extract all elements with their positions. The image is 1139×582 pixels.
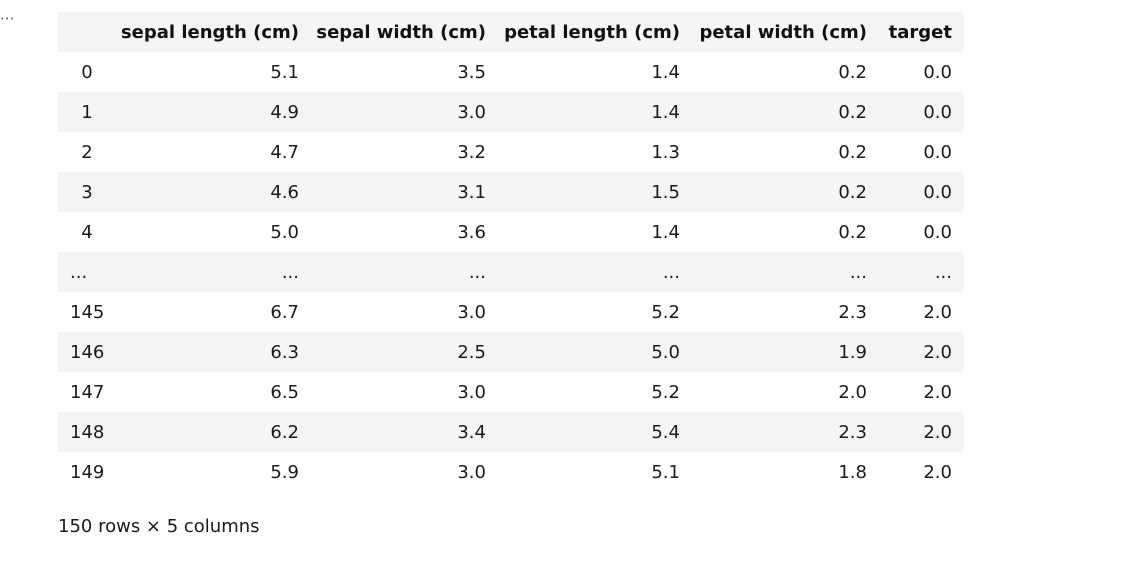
table-row: 145 6.7 3.0 5.2 2.3 2.0 (58, 292, 964, 332)
table-cell: 3.0 (457, 461, 486, 483)
row-index: 1 (81, 101, 93, 123)
table-cell: ... (849, 261, 867, 283)
table-cell: 3.0 (457, 381, 486, 403)
row-index: ... (70, 261, 88, 283)
table-cell: 6.3 (270, 341, 299, 363)
dataframe-shape-summary: 150 rows × 5 columns (58, 516, 260, 537)
table-cell: 0.0 (923, 181, 952, 203)
table-cell: 6.7 (270, 301, 299, 323)
table-cell: 1.4 (651, 101, 680, 123)
table-cell: 4.6 (270, 181, 299, 203)
table-cell: 0.2 (838, 101, 867, 123)
table-cell: 1.5 (651, 181, 680, 203)
index-header (58, 12, 116, 52)
table-cell: 5.0 (651, 341, 680, 363)
table-cell: 5.9 (270, 461, 299, 483)
row-index: 3 (81, 181, 93, 203)
table-cell: 1.4 (651, 61, 680, 83)
table-row: 2 4.7 3.2 1.3 0.2 0.0 (58, 132, 964, 172)
table-row: 4 5.0 3.6 1.4 0.2 0.0 (58, 212, 964, 252)
table-cell: 0.0 (923, 221, 952, 243)
column-header-petal-width: petal width (cm) (699, 21, 867, 43)
table-cell: 5.2 (651, 301, 680, 323)
table-row: 149 5.9 3.0 5.1 1.8 2.0 (58, 452, 964, 492)
table-row: 146 6.3 2.5 5.0 1.9 2.0 (58, 332, 964, 372)
table-cell: 0.0 (923, 61, 952, 83)
header-row: sepal length (cm) sepal width (cm) petal… (58, 12, 964, 52)
table-cell: 6.5 (270, 381, 299, 403)
table-cell: 3.0 (457, 301, 486, 323)
table-cell: 3.1 (457, 181, 486, 203)
dataframe-table: sepal length (cm) sepal width (cm) petal… (58, 12, 964, 492)
output-collapse-toggle[interactable]: ··· (0, 10, 15, 28)
row-index: 2 (81, 141, 93, 163)
column-header-target: target (888, 21, 952, 43)
table-cell: 5.4 (651, 421, 680, 443)
table-row-ellipsis: ... ... ... ... ... ... (58, 252, 964, 292)
table-row: 1 4.9 3.0 1.4 0.2 0.0 (58, 92, 964, 132)
table-cell: 3.5 (457, 61, 486, 83)
table-row: 147 6.5 3.0 5.2 2.0 2.0 (58, 372, 964, 412)
dataframe-output: sepal length (cm) sepal width (cm) petal… (58, 12, 964, 492)
column-header-sepal-length: sepal length (cm) (120, 21, 299, 43)
table-cell: ... (662, 261, 680, 283)
table-cell: 2.0 (923, 381, 952, 403)
table-cell: 2.0 (923, 421, 952, 443)
table-row: 3 4.6 3.1 1.5 0.2 0.0 (58, 172, 964, 212)
table-cell: 0.2 (838, 221, 867, 243)
table-cell: ... (468, 261, 486, 283)
table-cell: 2.0 (838, 381, 867, 403)
table-cell: 4.9 (270, 101, 299, 123)
table-cell: 3.6 (457, 221, 486, 243)
table-cell: 3.0 (457, 101, 486, 123)
table-cell: 0.2 (838, 61, 867, 83)
table-cell: 1.8 (838, 461, 867, 483)
table-cell: 5.2 (651, 381, 680, 403)
row-index: 147 (70, 381, 105, 403)
row-index: 148 (70, 421, 105, 443)
row-index: 145 (70, 301, 105, 323)
row-index: 4 (81, 221, 93, 243)
table-cell: 4.7 (270, 141, 299, 163)
column-header-sepal-width: sepal width (cm) (316, 21, 486, 43)
table-cell: 5.0 (270, 221, 299, 243)
table-cell: 0.0 (923, 101, 952, 123)
table-cell: ... (934, 261, 952, 283)
table-cell: 2.3 (838, 421, 867, 443)
table-cell: 2.0 (923, 341, 952, 363)
table-cell: 0.2 (838, 141, 867, 163)
row-index: 149 (70, 461, 105, 483)
table-cell: 2.5 (457, 341, 486, 363)
row-index: 146 (70, 341, 105, 363)
table-cell: 6.2 (270, 421, 299, 443)
table-header: sepal length (cm) sepal width (cm) petal… (58, 12, 964, 52)
table-cell: 0.0 (923, 141, 952, 163)
table-cell: 2.3 (838, 301, 867, 323)
table-cell: 1.9 (838, 341, 867, 363)
table-cell: 3.4 (457, 421, 486, 443)
table-row: 0 5.1 3.5 1.4 0.2 0.0 (58, 52, 964, 92)
table-cell: 2.0 (923, 301, 952, 323)
table-cell: 5.1 (270, 61, 299, 83)
column-header-petal-length: petal length (cm) (504, 21, 680, 43)
table-cell: 1.3 (651, 141, 680, 163)
table-cell: 2.0 (923, 461, 952, 483)
table-row: 148 6.2 3.4 5.4 2.3 2.0 (58, 412, 964, 452)
table-cell: ... (281, 261, 299, 283)
table-cell: 5.1 (651, 461, 680, 483)
row-index: 0 (81, 61, 93, 83)
table-cell: 3.2 (457, 141, 486, 163)
table-cell: 0.2 (838, 181, 867, 203)
table-cell: 1.4 (651, 221, 680, 243)
table-body: 0 5.1 3.5 1.4 0.2 0.0 1 4.9 3.0 1.4 0.2 … (58, 52, 964, 492)
